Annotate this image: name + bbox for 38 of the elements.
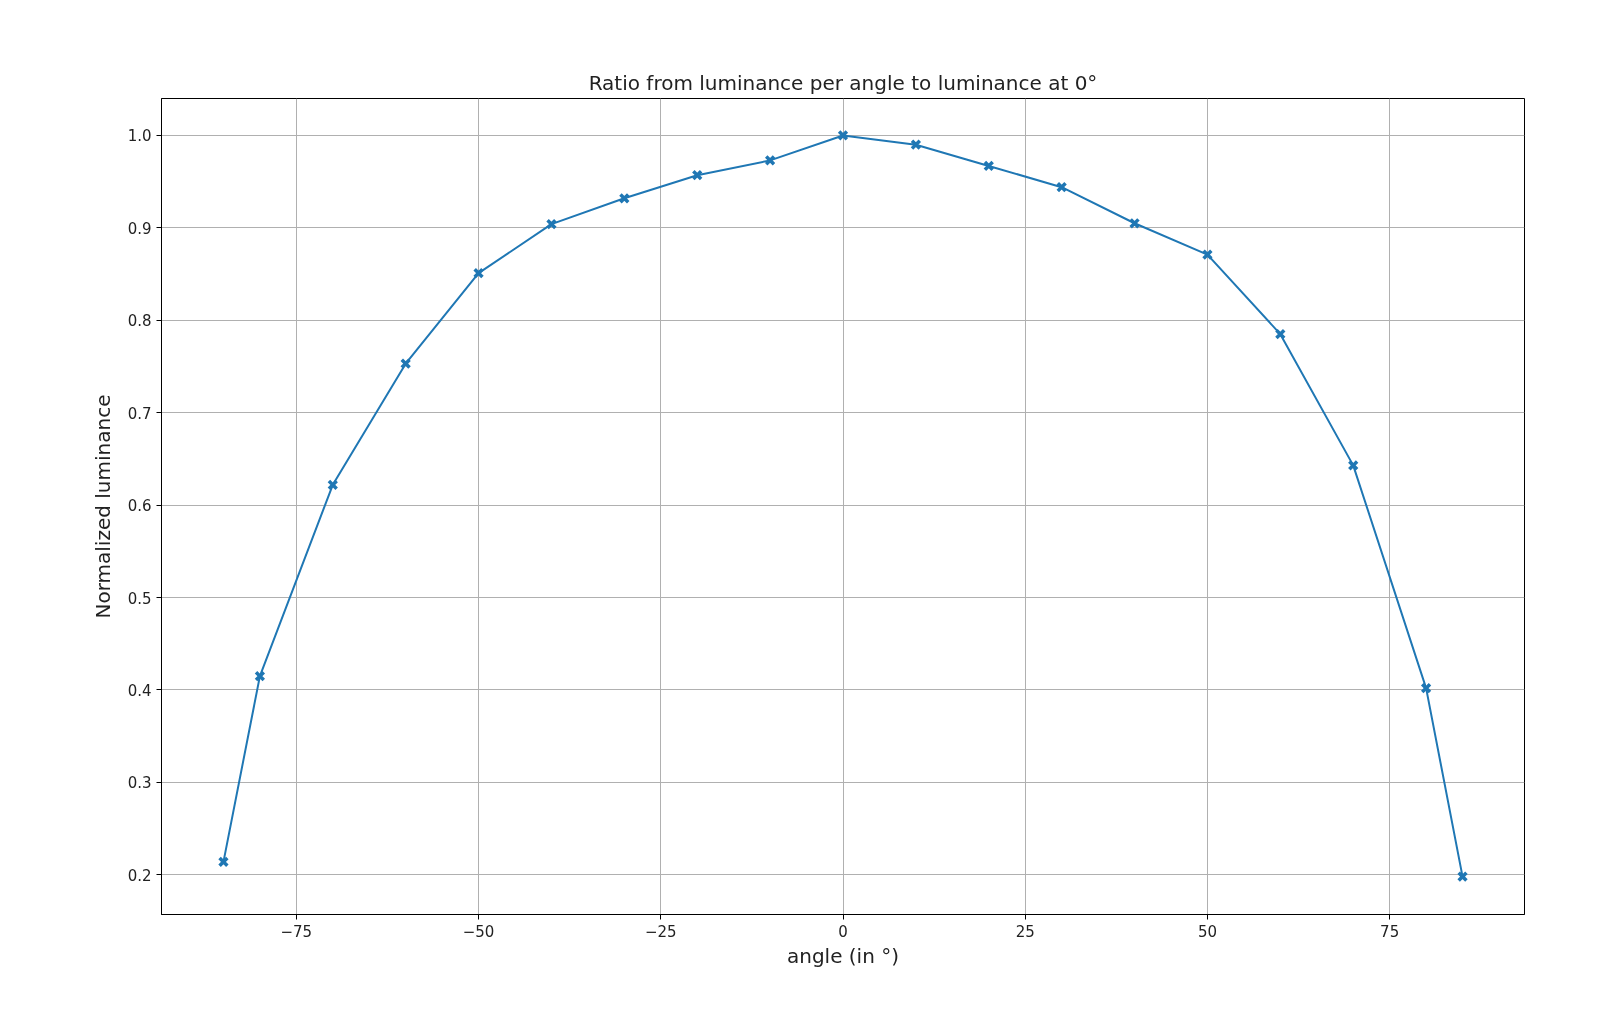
y-tick-label: 0.2 <box>127 866 152 885</box>
y-tick-label: 0.9 <box>127 219 152 238</box>
point <box>1456 870 1469 883</box>
x-tick-label: −50 <box>462 922 495 941</box>
point <box>983 160 995 172</box>
point <box>1201 249 1214 261</box>
point <box>1420 682 1432 694</box>
chart-title: Ratio from luminance per angle to luminance at 0° <box>588 70 1098 95</box>
point <box>618 192 630 204</box>
x-tick-label: 25 <box>1015 922 1035 941</box>
point <box>254 670 266 682</box>
y-tick-label: 0.3 <box>127 774 152 793</box>
x-tick-label: 75 <box>1380 922 1400 941</box>
x-tick-label: 0 <box>838 922 848 941</box>
point <box>1347 459 1359 472</box>
y-tick-label: 0.6 <box>127 497 152 516</box>
point <box>910 139 922 151</box>
point <box>400 358 412 370</box>
x-axis-title: angle (in °) <box>786 943 900 968</box>
point <box>327 479 339 491</box>
y-tick-label: 0.4 <box>127 681 152 700</box>
point <box>764 154 776 167</box>
y-tick-label: 0.7 <box>127 404 152 423</box>
point <box>1056 181 1068 193</box>
x-tick-label: −25 <box>644 922 677 941</box>
point <box>837 129 849 142</box>
x-tick-label: −75 <box>280 922 313 941</box>
y-tick-label: 0.5 <box>127 589 152 608</box>
point <box>472 267 485 279</box>
point <box>545 218 558 230</box>
point <box>1128 217 1141 229</box>
x-tick-label: 50 <box>1197 922 1217 941</box>
point <box>1274 328 1286 340</box>
y-tick-label: 0.8 <box>127 312 152 331</box>
point <box>691 169 703 181</box>
y-tick-label: 1.0 <box>127 127 152 146</box>
y-axis-title: Normalized luminance <box>90 394 115 619</box>
point <box>217 856 230 868</box>
